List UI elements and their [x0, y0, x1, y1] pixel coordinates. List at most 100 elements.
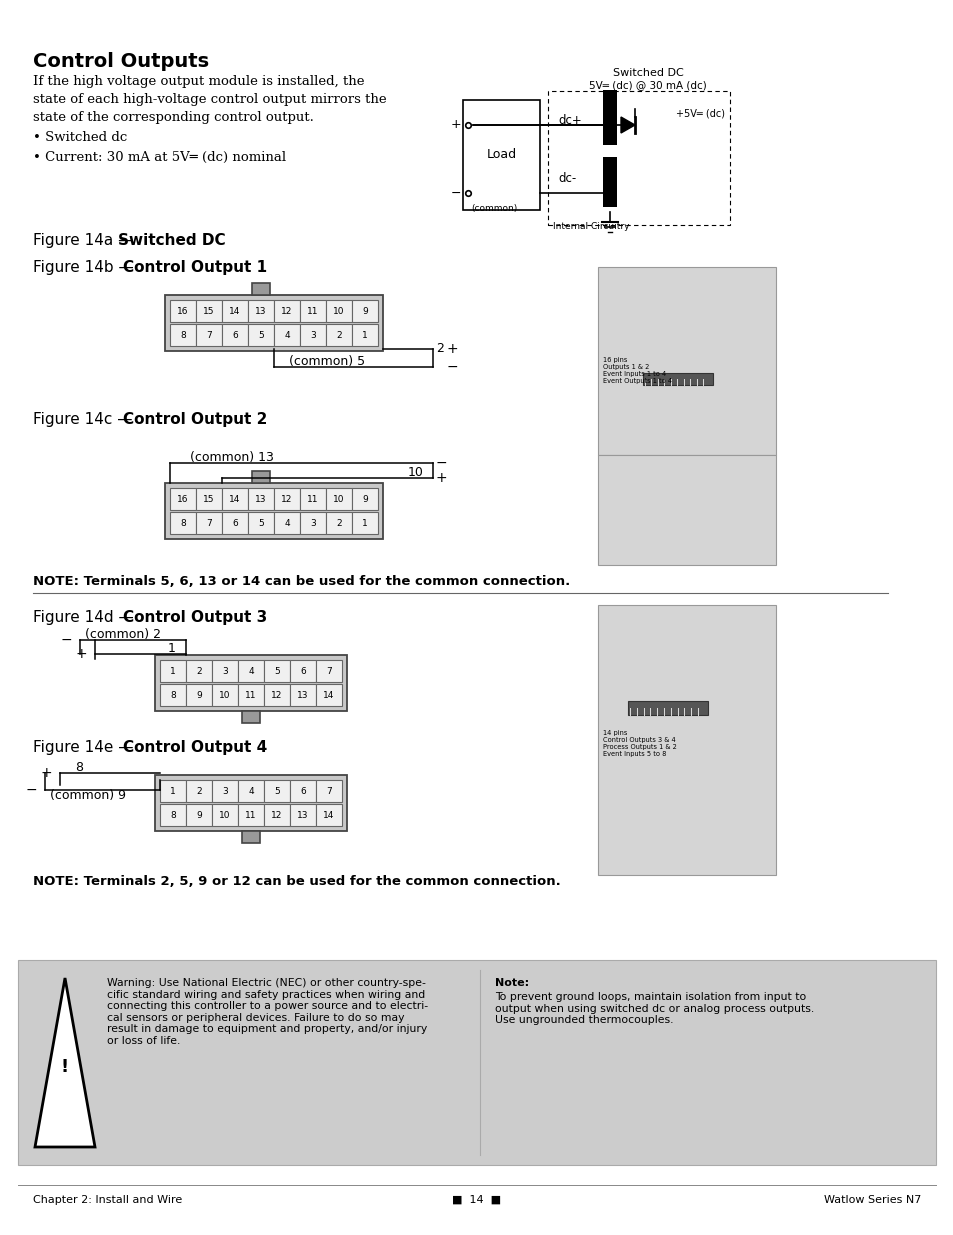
- Text: • Switched dc: • Switched dc: [33, 131, 127, 144]
- Bar: [154, 776, 347, 831]
- Text: If the high voltage output module is installed, the: If the high voltage output module is ins…: [33, 75, 364, 88]
- Text: 4: 4: [284, 519, 290, 527]
- Text: dc-: dc-: [558, 172, 576, 184]
- Text: 4: 4: [284, 331, 290, 340]
- Bar: [212, 804, 237, 826]
- Text: 4: 4: [248, 667, 253, 676]
- Bar: [170, 488, 195, 510]
- Text: 5: 5: [274, 787, 279, 795]
- Text: Load: Load: [486, 148, 516, 162]
- Bar: [264, 804, 290, 826]
- Bar: [299, 488, 326, 510]
- Text: 16: 16: [177, 494, 189, 504]
- Text: state of the corresponding control output.: state of the corresponding control outpu…: [33, 111, 314, 124]
- Text: Control Output 3: Control Output 3: [123, 610, 267, 625]
- Bar: [642, 373, 712, 385]
- Text: 12: 12: [271, 810, 282, 820]
- Bar: [160, 804, 186, 826]
- Bar: [195, 488, 222, 510]
- Text: NOTE: Terminals 5, 6, 13 or 14 can be used for the common connection.: NOTE: Terminals 5, 6, 13 or 14 can be us…: [33, 576, 570, 588]
- Text: 1: 1: [362, 331, 368, 340]
- Bar: [186, 804, 212, 826]
- Text: 15: 15: [203, 306, 214, 315]
- Text: Figure 14a —: Figure 14a —: [33, 233, 138, 248]
- Text: 8: 8: [170, 810, 175, 820]
- Text: 11: 11: [307, 306, 318, 315]
- Text: 14: 14: [229, 306, 240, 315]
- Text: NOTE: Terminals 2, 5, 9 or 12 can be used for the common connection.: NOTE: Terminals 2, 5, 9 or 12 can be use…: [33, 876, 560, 888]
- Polygon shape: [620, 117, 635, 133]
- Text: 16 pins
Outputs 1 & 2
Event Inputs 1 to 4
Event Outputs 1 to 4: 16 pins Outputs 1 & 2 Event Inputs 1 to …: [602, 357, 672, 384]
- Bar: [186, 659, 212, 682]
- Text: +: +: [447, 342, 458, 356]
- Text: −: −: [447, 359, 458, 374]
- Text: 8: 8: [180, 331, 186, 340]
- Text: +5V═ (dc): +5V═ (dc): [676, 109, 724, 119]
- Bar: [299, 324, 326, 346]
- Text: 13: 13: [297, 810, 309, 820]
- Bar: [326, 300, 352, 322]
- Text: 16: 16: [177, 306, 189, 315]
- Text: 14 pins
Control Outputs 3 & 4
Process Outputs 1 & 2
Event Inputs 5 to 8: 14 pins Control Outputs 3 & 4 Process Ou…: [602, 730, 677, 757]
- Text: 4: 4: [248, 787, 253, 795]
- Text: 5: 5: [258, 331, 264, 340]
- Text: 12: 12: [281, 306, 293, 315]
- Text: 9: 9: [196, 810, 202, 820]
- Text: 1: 1: [170, 667, 175, 676]
- Bar: [290, 781, 315, 802]
- Text: −: −: [436, 456, 447, 471]
- Bar: [252, 471, 270, 483]
- Bar: [315, 804, 341, 826]
- Text: 7: 7: [206, 519, 212, 527]
- Bar: [248, 300, 274, 322]
- Text: !: !: [61, 1058, 69, 1077]
- Text: 1: 1: [170, 787, 175, 795]
- Bar: [160, 684, 186, 706]
- Bar: [274, 513, 299, 534]
- Text: 6: 6: [300, 667, 306, 676]
- Text: 11: 11: [307, 494, 318, 504]
- Text: 2: 2: [196, 667, 202, 676]
- Bar: [315, 684, 341, 706]
- Bar: [290, 684, 315, 706]
- Text: 10: 10: [333, 494, 344, 504]
- Text: 6: 6: [232, 519, 237, 527]
- Bar: [237, 781, 264, 802]
- Bar: [212, 781, 237, 802]
- Bar: [598, 267, 775, 454]
- Bar: [274, 324, 299, 346]
- Text: state of each high-voltage control output mirrors the: state of each high-voltage control outpu…: [33, 93, 386, 106]
- Text: 2: 2: [335, 519, 341, 527]
- Text: Internal Circuitry: Internal Circuitry: [553, 222, 629, 231]
- Text: 14: 14: [323, 690, 335, 699]
- Text: +: +: [75, 647, 87, 661]
- Bar: [248, 488, 274, 510]
- Bar: [18, 960, 935, 1165]
- Bar: [242, 711, 260, 722]
- Text: 6: 6: [232, 331, 237, 340]
- Bar: [248, 513, 274, 534]
- Text: 3: 3: [310, 519, 315, 527]
- Text: 2: 2: [436, 342, 443, 356]
- Bar: [352, 324, 377, 346]
- Text: +: +: [450, 119, 460, 131]
- Text: Figure 14c —: Figure 14c —: [33, 412, 137, 427]
- Text: Switched DC: Switched DC: [118, 233, 226, 248]
- Text: 2: 2: [196, 787, 202, 795]
- Bar: [212, 659, 237, 682]
- Text: (common) 9: (common) 9: [50, 789, 126, 802]
- Text: 13: 13: [255, 306, 267, 315]
- Bar: [352, 513, 377, 534]
- Text: 12: 12: [271, 690, 282, 699]
- Bar: [165, 295, 382, 351]
- Bar: [352, 488, 377, 510]
- Text: 13: 13: [255, 494, 267, 504]
- Text: Warning: Use National Electric (NEC) or other country-spe-
cific standard wiring: Warning: Use National Electric (NEC) or …: [107, 978, 428, 1046]
- Text: 5V═ (dc) @ 30 mA (dc): 5V═ (dc) @ 30 mA (dc): [589, 80, 706, 90]
- Bar: [160, 781, 186, 802]
- Text: Control Outputs: Control Outputs: [33, 52, 209, 70]
- Bar: [170, 324, 195, 346]
- Bar: [627, 701, 707, 715]
- Text: 3: 3: [310, 331, 315, 340]
- Text: Figure 14b —: Figure 14b —: [33, 261, 138, 275]
